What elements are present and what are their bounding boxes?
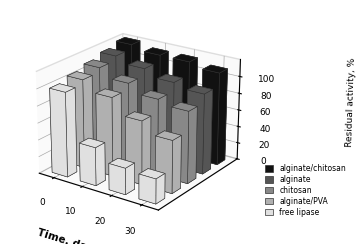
Legend: alginate/chitosan, alginate, chitosan, alginate/PVA, free lipase: alginate/chitosan, alginate, chitosan, a… [265, 164, 346, 217]
X-axis label: Time, days: Time, days [36, 227, 100, 244]
